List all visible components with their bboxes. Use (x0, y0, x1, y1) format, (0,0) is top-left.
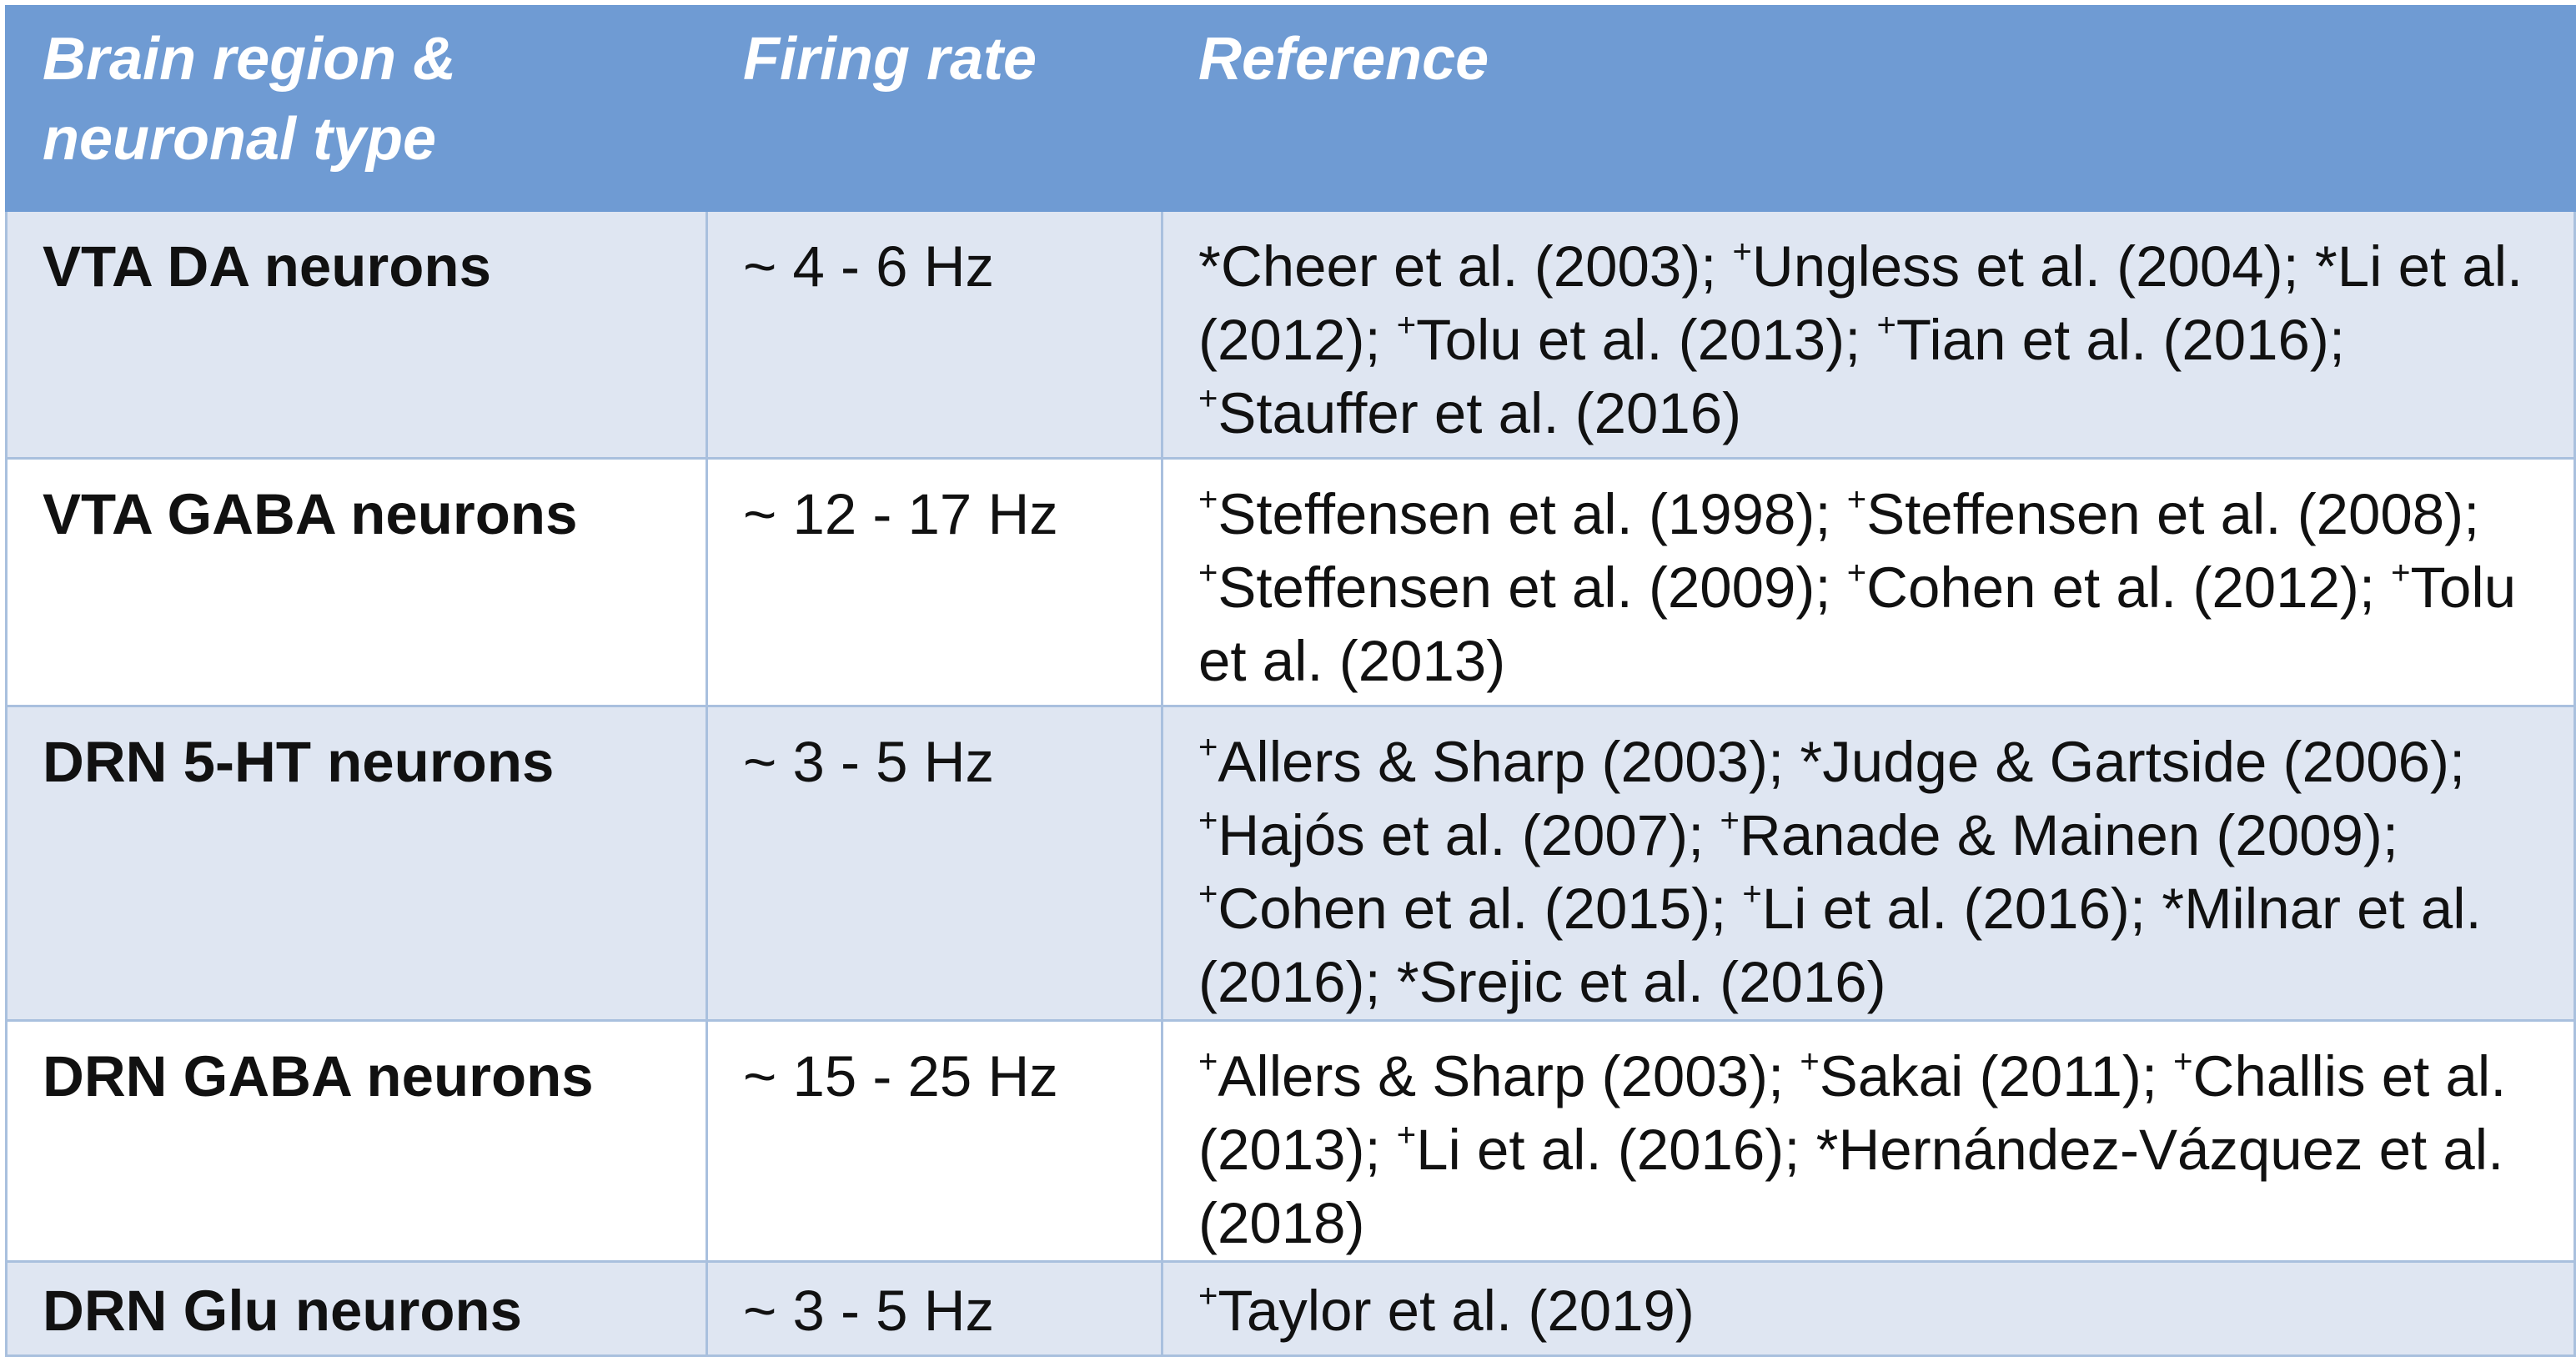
region-label: DRN GABA neurons (43, 1044, 594, 1108)
reference-marker: + (1720, 802, 1740, 839)
firing-rate-table-container: Brain region & neuronal type Firing rate… (5, 5, 2576, 1357)
region-label: DRN 5-HT neurons (43, 730, 555, 794)
firing-rate-value: ~ 3 - 5 Hz (743, 730, 995, 794)
reference-citation: Tolu et al. (2013) (1198, 555, 2517, 693)
reference-citation: Cohen et al. (2015); (1218, 877, 1743, 941)
reference-marker: * (1396, 950, 1419, 1014)
cell-references: +Allers & Sharp (2003); +Sakai (2011); +… (1161, 1019, 2576, 1263)
reference-citation: Steffensen et al. (2008); (1866, 482, 2480, 546)
firing-rate-value: ~ 4 - 6 Hz (743, 234, 995, 299)
reference-marker: + (1198, 802, 1218, 839)
cell-region: DRN GABA neurons (5, 1019, 708, 1263)
header-reference-label: Reference (1198, 26, 1489, 93)
reference-marker: + (1800, 1043, 1820, 1080)
cell-region: DRN 5-HT neurons (5, 705, 708, 1022)
cell-firing-rate: ~ 3 - 5 Hz (706, 705, 1163, 1022)
reference-citation: Tolu et al. (2013); (1416, 308, 1877, 372)
header-reference: Reference (1161, 5, 2576, 212)
reference-marker: + (1846, 481, 1867, 518)
firing-rate-value: ~ 3 - 5 Hz (743, 1279, 995, 1343)
reference-citation: Challis et al. (2013); (1198, 1044, 2507, 1182)
reference-marker: + (1198, 729, 1218, 766)
reference-citation: Steffensen et al. (1998); (1218, 482, 1847, 546)
region-label: DRN Glu neurons (43, 1279, 523, 1343)
reference-citation: Cheer et al. (2003); (1220, 234, 1733, 299)
table-row: VTA DA neurons ~ 4 - 6 Hz *Cheer et al. … (5, 209, 2576, 460)
table-row: DRN 5-HT neurons ~ 3 - 5 Hz +Allers & Sh… (5, 705, 2576, 1022)
header-brain-region-label: Brain region & neuronal type (43, 26, 457, 173)
cell-references: *Cheer et al. (2003); +Ungless et al. (2… (1161, 209, 2576, 460)
cell-region: DRN Glu neurons (5, 1260, 708, 1357)
reference-marker: + (1198, 876, 1218, 912)
cell-region: VTA DA neurons (5, 209, 708, 460)
reference-citation: Tian et al. (2016); (1896, 308, 2346, 372)
table-header: Brain region & neuronal type Firing rate… (5, 5, 2576, 212)
reference-marker: + (1198, 1278, 1218, 1314)
reference-citation: Milnar et al. (2016); (1198, 877, 2482, 1014)
reference-citation: Allers & Sharp (2003); (1218, 1044, 1800, 1108)
reference-citation: Ungless et al. (2004); (1751, 234, 2315, 299)
region-label: VTA GABA neurons (43, 482, 578, 546)
reference-citation: Steffensen et al. (2009); (1218, 555, 1847, 620)
header-firing-rate: Firing rate (706, 5, 1163, 212)
reference-citation: Hernández-Vázquez et al. (2018) (1198, 1118, 2504, 1255)
reference-marker: + (1742, 876, 1762, 912)
reference-marker: * (2314, 234, 2337, 299)
reference-citation: Allers & Sharp (2003); (1218, 730, 1800, 794)
reference-marker: * (1815, 1118, 1839, 1182)
reference-marker: * (2162, 877, 2185, 941)
header-firing-rate-label: Firing rate (743, 26, 1037, 93)
cell-region: VTA GABA neurons (5, 457, 708, 707)
reference-marker: + (1396, 1117, 1417, 1153)
header-brain-region: Brain region & neuronal type (5, 5, 708, 212)
header-row: Brain region & neuronal type Firing rate… (5, 5, 2576, 212)
cell-references: +Taylor et al. (2019) (1161, 1260, 2576, 1357)
reference-citation: Hajós et al. (2007); (1218, 803, 1720, 867)
reference-marker: + (1198, 1043, 1218, 1080)
reference-marker: + (1198, 481, 1218, 518)
reference-marker: + (1198, 555, 1218, 591)
table-row: DRN GABA neurons ~ 15 - 25 Hz +Allers & … (5, 1019, 2576, 1263)
reference-marker: + (2391, 555, 2411, 591)
cell-firing-rate: ~ 12 - 17 Hz (706, 457, 1163, 707)
cell-references: +Steffensen et al. (1998); +Steffensen e… (1161, 457, 2576, 707)
reference-marker: + (1732, 234, 1752, 270)
firing-rate-value: ~ 15 - 25 Hz (743, 1044, 1058, 1108)
reference-citation: Stauffer et al. (2016) (1218, 381, 1742, 445)
table-row: VTA GABA neurons ~ 12 - 17 Hz +Steffense… (5, 457, 2576, 707)
region-label: VTA DA neurons (43, 234, 491, 299)
reference-citation: Li et al. (2012); (1198, 234, 2523, 372)
reference-marker: + (1198, 380, 1218, 417)
reference-marker: + (1876, 307, 1896, 344)
cell-firing-rate: ~ 15 - 25 Hz (706, 1019, 1163, 1263)
reference-citation: Judge & Gartside (2006); (1822, 730, 2466, 794)
reference-citation: Srejic et al. (2016) (1419, 950, 1886, 1014)
cell-firing-rate: ~ 3 - 5 Hz (706, 1260, 1163, 1357)
reference-citation: Ranade & Mainen (2009); (1739, 803, 2399, 867)
reference-citation: Li et al. (2016); (1761, 877, 2162, 941)
table-body: VTA DA neurons ~ 4 - 6 Hz *Cheer et al. … (5, 209, 2576, 1357)
cell-references: +Allers & Sharp (2003); *Judge & Gartsid… (1161, 705, 2576, 1022)
reference-marker: + (1396, 307, 1417, 344)
reference-marker: + (2173, 1043, 2193, 1080)
firing-rate-value: ~ 12 - 17 Hz (743, 482, 1058, 546)
table-row: DRN Glu neurons ~ 3 - 5 Hz +Taylor et al… (5, 1260, 2576, 1357)
cell-firing-rate: ~ 4 - 6 Hz (706, 209, 1163, 460)
reference-citation: Cohen et al. (2012); (1866, 555, 2392, 620)
reference-marker: * (1800, 730, 1823, 794)
reference-citation: Taylor et al. (2019) (1218, 1279, 1695, 1343)
reference-citation: Sakai (2011); (1819, 1044, 2174, 1108)
reference-marker: + (1846, 555, 1867, 591)
firing-rate-table: Brain region & neuronal type Firing rate… (5, 5, 2576, 1357)
reference-citation: Li et al. (2016); (1416, 1118, 1816, 1182)
reference-marker: * (1198, 234, 1221, 299)
